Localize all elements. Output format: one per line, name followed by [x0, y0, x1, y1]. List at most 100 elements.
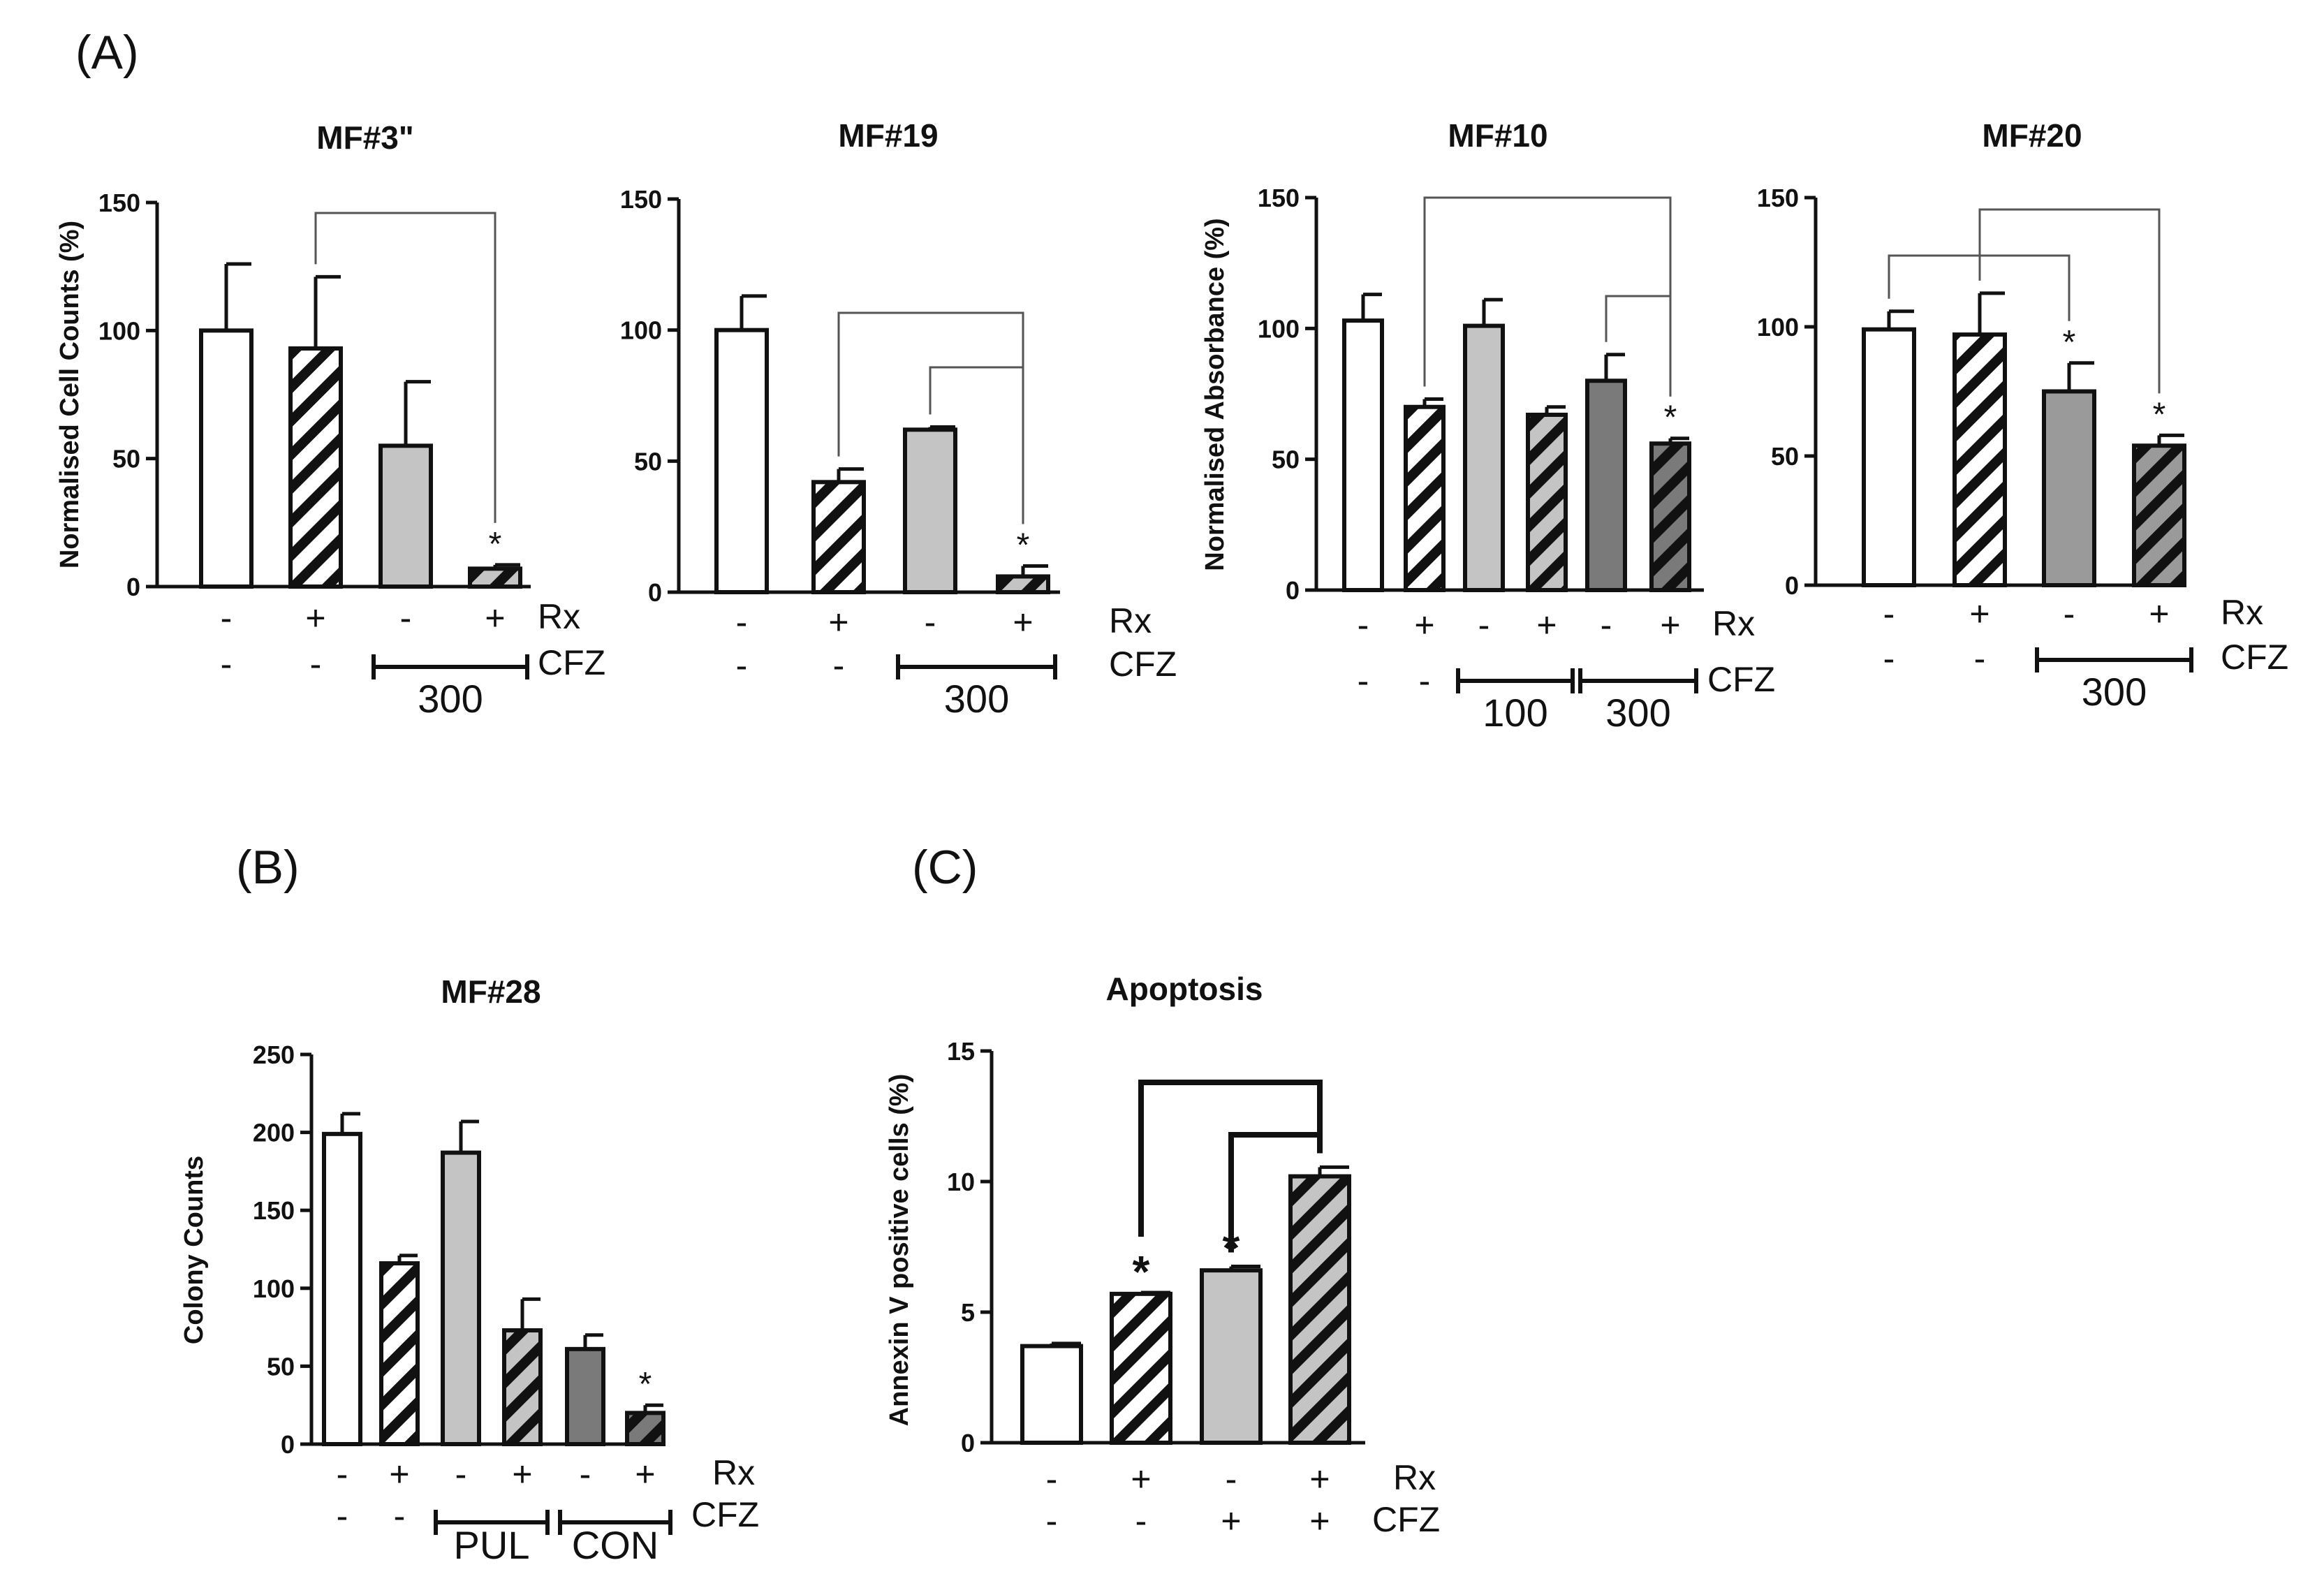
comparison-bracket: [1228, 1132, 1323, 1253]
cfz-label: CFZ: [538, 643, 605, 682]
panel-label-b: (B): [236, 841, 300, 894]
comparison-bracket: [314, 212, 497, 523]
bar--/-: [199, 328, 253, 589]
y-tick-label: 15: [947, 1037, 975, 1066]
y-tick-label: 50: [112, 445, 140, 473]
y-axis-label: Annexin V positive cells (%): [885, 1074, 914, 1427]
y-axis-label: Colony Counts: [179, 1156, 209, 1344]
cfz-sign: -: [394, 1497, 406, 1536]
bar--/100: [1463, 323, 1505, 592]
cfz-sign: -: [1135, 1501, 1147, 1540]
rx-sign: +: [305, 598, 325, 638]
y-tick-label: 200: [253, 1119, 295, 1147]
rx-sign: +: [1536, 605, 1557, 645]
bar--/300: [2042, 389, 2096, 587]
bar-+/-: [1404, 404, 1446, 592]
rx-sign: -: [1478, 605, 1490, 645]
y-tick-label: 0: [281, 1430, 295, 1459]
significance-star: *: [1017, 527, 1030, 564]
chart-title: MF#20: [1982, 117, 2082, 154]
y-tick-label: 100: [98, 316, 140, 345]
rx-label: Rx: [1712, 604, 1755, 643]
dose-label: 100: [1483, 691, 1547, 735]
comparison-bracket: [1605, 295, 1672, 397]
rx-sign: -: [1883, 594, 1895, 633]
y-tick-label: 50: [1771, 442, 1799, 471]
rx-sign: +: [2149, 594, 2169, 633]
bar--/+: [1200, 1268, 1263, 1446]
rx-sign: +: [1969, 594, 1990, 633]
rx-sign: -: [2064, 594, 2075, 633]
significance-star: *: [489, 526, 502, 563]
cfz-sign: -: [310, 645, 322, 684]
y-axis-label: Normalised Cell Counts (%): [55, 221, 84, 568]
chart-title: MF#19: [838, 117, 938, 154]
significance-star: *: [1664, 399, 1677, 436]
bar-+/CON: [625, 1411, 665, 1446]
comparison-bracket: [1978, 208, 2161, 394]
rx-sign: +: [1414, 605, 1434, 645]
dose-label: PUL: [454, 1523, 530, 1567]
bar--/-: [322, 1131, 362, 1447]
cfz-label: CFZ: [2221, 638, 2288, 677]
rx-sign: +: [1131, 1459, 1151, 1499]
rx-label: Rx: [2221, 593, 2263, 632]
bar--/-: [714, 328, 769, 594]
panel-label-a: (A): [75, 26, 139, 79]
rx-sign: +: [1660, 605, 1680, 645]
rx-label: Rx: [1109, 601, 1152, 640]
chart-3: MF#20 0 50 100 150 - + - + - - Rx CFZ 300 * *: [1757, 117, 2288, 714]
y-tick-label: 5: [961, 1298, 975, 1327]
dose-label: 300: [418, 677, 483, 721]
rx-sign: -: [400, 598, 412, 638]
bar--/-: [1862, 327, 1916, 587]
significance-star: *: [2063, 324, 2076, 361]
chart-title: MF#28: [441, 973, 540, 1010]
bar--/PUL: [441, 1150, 481, 1446]
chart-5: Apoptosis 0 5 10 15 Annexin V positive cells …: [885, 971, 1440, 1540]
y-axis-label: Normalised Absorbance (%): [1200, 218, 1230, 571]
chart-0: MF#3" 0 50 100 150 Normalised Cell Counts (%)…: [55, 119, 605, 721]
bar--/300: [378, 443, 433, 589]
cfz-sign: -: [833, 646, 845, 685]
bar-+/-: [811, 480, 866, 594]
bar-+/-: [288, 346, 343, 589]
y-tick-label: 150: [1258, 184, 1300, 212]
bar--/-: [1342, 318, 1384, 592]
y-tick-label: 100: [1757, 313, 1799, 341]
bar-+/300: [2132, 443, 2186, 588]
cfz-sign: -: [1883, 639, 1895, 678]
cfz-label: CFZ: [1372, 1500, 1440, 1539]
cfz-sign: -: [736, 646, 748, 685]
y-tick-label: 100: [620, 316, 662, 345]
bar--/CON: [565, 1346, 605, 1447]
bar-+/-: [1110, 1291, 1172, 1445]
dose-label: 300: [2082, 670, 2147, 714]
y-tick-label: 150: [98, 189, 140, 217]
bar--/-: [1020, 1344, 1083, 1445]
bar-+/300: [1649, 441, 1691, 592]
y-tick-label: 0: [961, 1429, 975, 1457]
rx-sign: -: [1226, 1459, 1237, 1499]
y-tick-label: 0: [1286, 576, 1300, 605]
y-tick-label: 100: [1258, 314, 1300, 343]
rx-sign: -: [1358, 605, 1369, 645]
rx-sign: -: [455, 1455, 467, 1494]
rx-label: Rx: [712, 1453, 755, 1492]
y-tick-label: 150: [1757, 184, 1799, 212]
cfz-sign: -: [1974, 639, 1986, 678]
cfz-sign: +: [1309, 1501, 1330, 1540]
rx-label: Rx: [1393, 1458, 1436, 1497]
dose-label: 300: [1605, 691, 1670, 735]
y-tick-label: 150: [620, 185, 662, 214]
bar-+/300: [996, 574, 1050, 594]
rx-sign: +: [389, 1455, 409, 1494]
cfz-label: CFZ: [691, 1495, 759, 1534]
cfz-sign: +: [1221, 1501, 1241, 1540]
cfz-sign: -: [1419, 661, 1431, 700]
y-tick-label: 250: [253, 1040, 295, 1069]
y-tick-label: 150: [253, 1196, 295, 1225]
